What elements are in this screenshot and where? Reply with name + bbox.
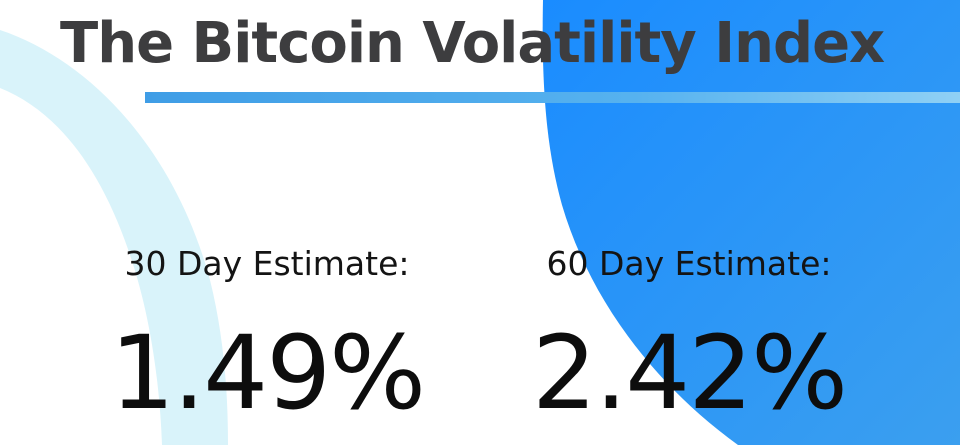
- estimate-30-day: 30 Day Estimate: 1.49%: [57, 236, 477, 434]
- light-blue-arc: [0, 30, 228, 445]
- estimate-60-day: 60 Day Estimate: 2.42%: [479, 236, 899, 434]
- blue-shape: [542, 0, 960, 445]
- title-underline: [145, 92, 960, 103]
- estimate-60-day-label: 60 Day Estimate:: [546, 244, 832, 283]
- estimate-60-day-value: 2.42%: [531, 314, 848, 433]
- estimate-30-day-label: 30 Day Estimate:: [124, 244, 410, 283]
- estimate-30-day-value: 1.49%: [109, 314, 426, 433]
- page-title: The Bitcoin Volatility Index: [60, 11, 885, 76]
